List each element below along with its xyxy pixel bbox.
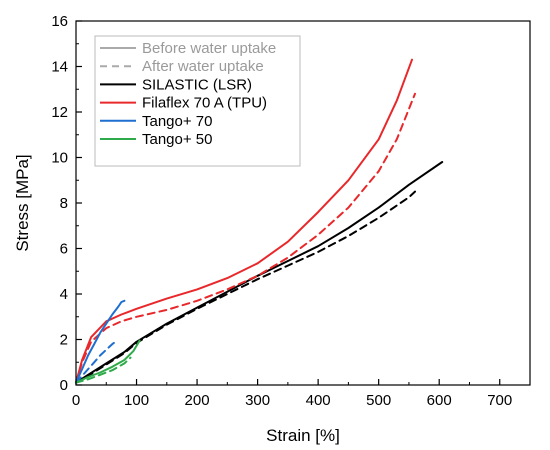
legend-label: Tango+ 50 [142, 131, 212, 148]
y-tick-label: 16 [51, 13, 68, 30]
series-line-tango-50-after [75, 356, 132, 384]
y-tick-label: 2 [60, 332, 68, 349]
y-tick-label: 8 [60, 195, 68, 212]
x-tick-label: 600 [427, 392, 452, 409]
y-tick-label: 6 [60, 241, 68, 258]
x-tick-label: 100 [124, 392, 149, 409]
legend-label: Before water uptake [142, 40, 276, 57]
y-tick-label: 14 [51, 59, 68, 76]
x-tick-label: 0 [72, 392, 80, 409]
legend-box [94, 35, 301, 167]
ticks-layer: 0 100 200 300 400 500 600 700 0 2 4 6 8 10 12 14 16 [51, 13, 512, 409]
legend-label: SILASTIC (LSR) [142, 76, 252, 93]
series-line-tango-70-after [75, 340, 117, 384]
x-tick-label: 500 [366, 392, 391, 409]
x-tick-label: 200 [185, 392, 210, 409]
y-axis-title: Stress [MPa] [13, 154, 32, 251]
series-line-tango-70-before [75, 299, 126, 384]
x-axis-title: Strain [%] [266, 426, 340, 445]
x-tick-label: 400 [306, 392, 331, 409]
series-line-filaflex-70-a-tpu-before [75, 58, 413, 384]
y-tick-label: 10 [51, 150, 68, 167]
y-tick-label: 12 [51, 104, 68, 121]
series-line-silastic-lsr-after [75, 190, 416, 384]
x-tick-label: 700 [487, 392, 512, 409]
x-tick-label: 300 [245, 392, 270, 409]
y-tick-label: 0 [60, 377, 68, 394]
legend-label: Tango+ 70 [142, 113, 212, 130]
legend-label: After water uptake [142, 58, 264, 75]
legend-label: Filaflex 70 A (TPU) [142, 95, 267, 112]
series-layer [75, 58, 444, 384]
y-tick-label: 4 [60, 286, 68, 303]
series-line-tango-50-before [75, 339, 141, 384]
